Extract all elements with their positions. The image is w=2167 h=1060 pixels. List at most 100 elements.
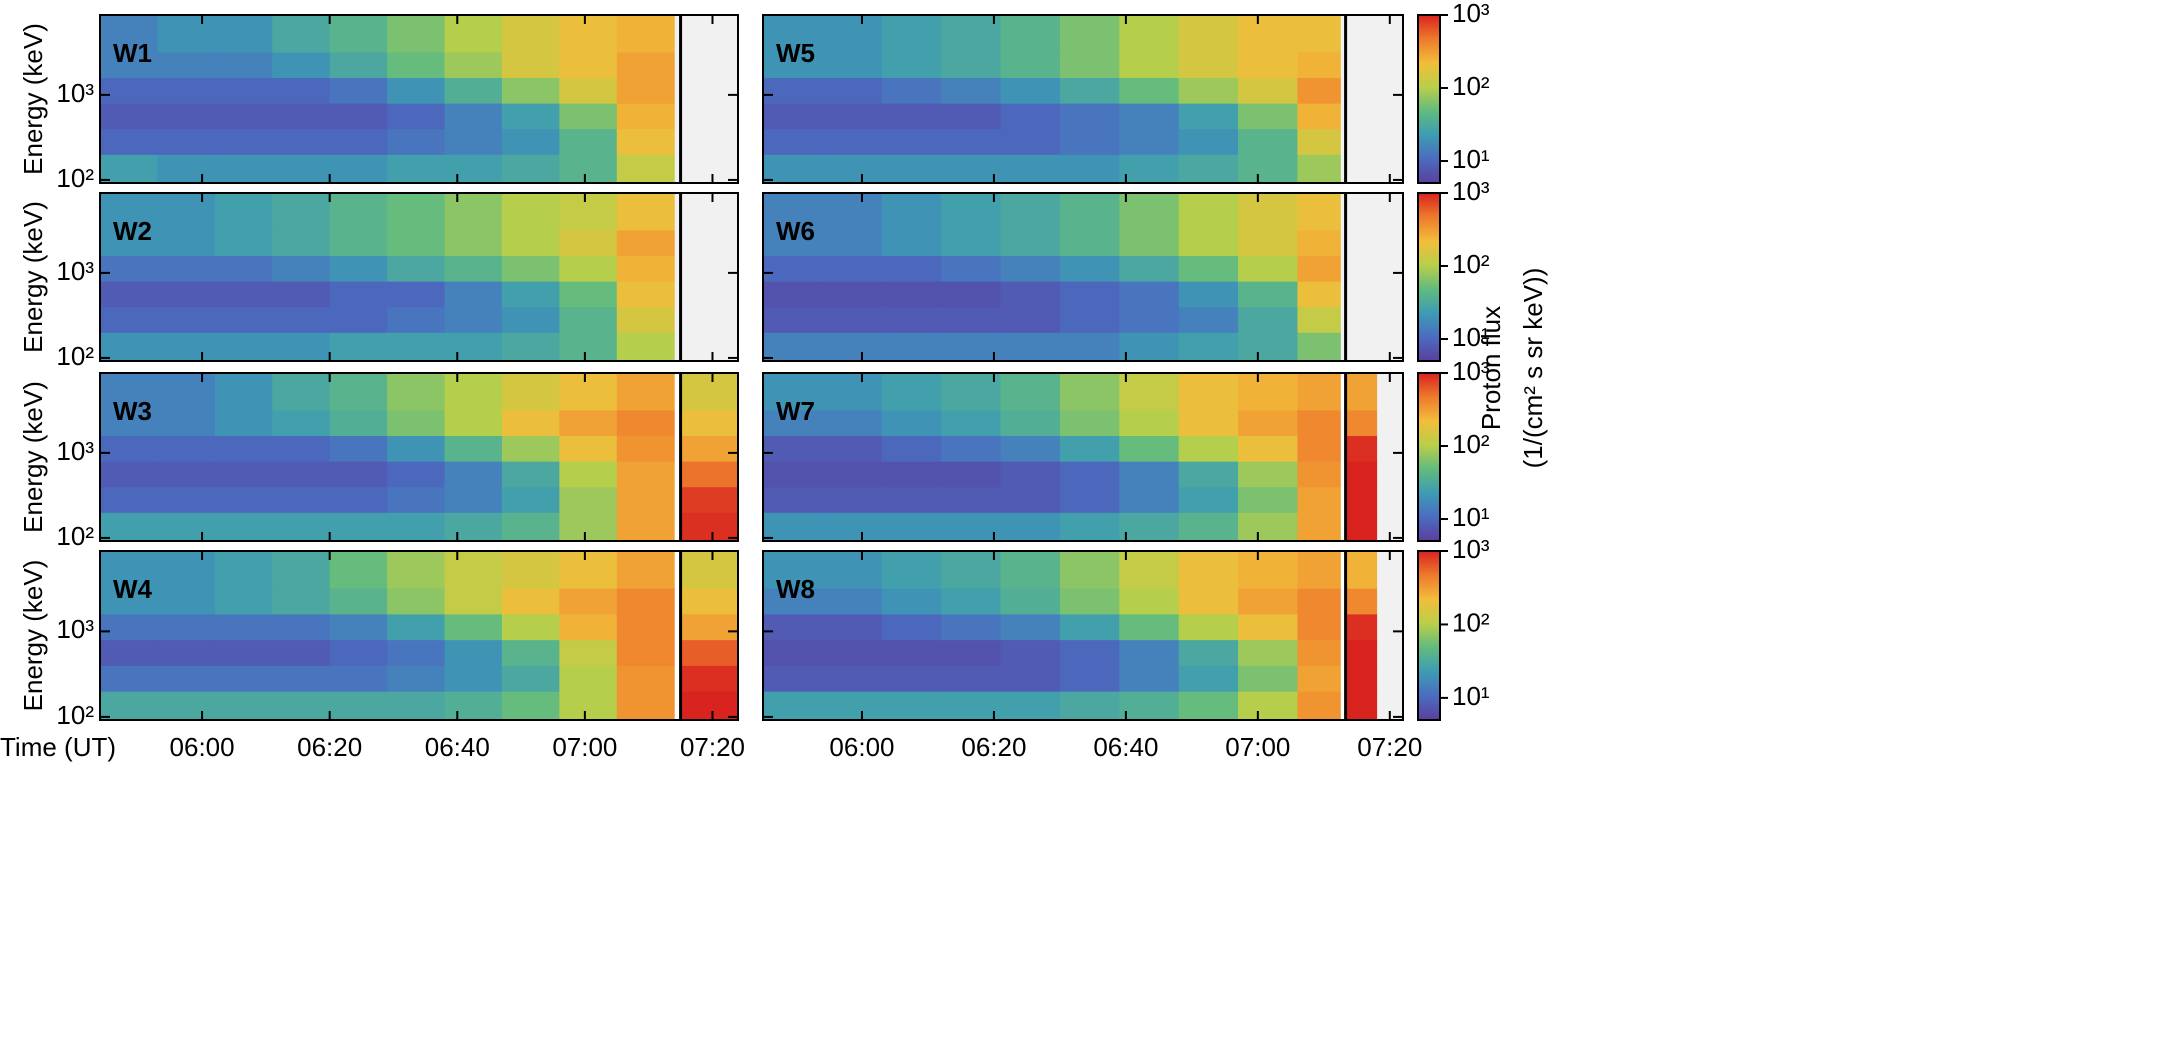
heatmap-cell [444, 306, 503, 333]
colorbar [1417, 14, 1441, 184]
y-tick-label: 10² [56, 521, 94, 551]
heatmap-cell [1059, 373, 1120, 411]
heatmap-cell [329, 51, 388, 79]
heatmap-cell [822, 639, 883, 666]
heatmap-cell [1178, 15, 1239, 53]
heatmap-cell [1000, 409, 1061, 437]
heatmap-cell [1178, 409, 1239, 437]
heatmap-cell [1000, 193, 1061, 231]
heatmap-cell [881, 229, 942, 257]
heatmap-cell [1059, 435, 1120, 462]
heatmap-cell [100, 255, 158, 282]
heatmap-cell [214, 486, 273, 513]
heatmap-cell [559, 512, 618, 542]
heatmap-cell [1059, 461, 1120, 488]
heatmap-cell [272, 103, 331, 130]
heatmap-cell [100, 691, 158, 721]
heatmap-cell [272, 229, 331, 257]
heatmap-cell [822, 306, 883, 333]
no-data-region [674, 193, 738, 361]
heatmap-cell [680, 665, 739, 692]
heatmap-cell [1000, 461, 1061, 488]
heatmap-cell [616, 486, 675, 513]
heatmap-cell [559, 255, 618, 282]
heatmap-cell [559, 435, 618, 462]
heatmap-cell [822, 461, 883, 488]
heatmap-cell [100, 409, 158, 437]
heatmap-cell [881, 588, 942, 615]
heatmap-cell [559, 588, 618, 615]
heatmap-cell [100, 551, 158, 589]
heatmap-cell [1238, 154, 1298, 184]
heatmap-cell [1059, 281, 1120, 308]
heatmap-cell [763, 154, 823, 184]
heatmap-cell [1178, 613, 1239, 641]
heatmap-cell [329, 588, 388, 615]
heatmap-cell [822, 588, 883, 615]
heatmap-cell [1238, 255, 1298, 282]
heatmap-cell [1238, 461, 1298, 488]
heatmap-cell [444, 613, 503, 641]
heatmap-cell [1297, 665, 1341, 692]
heatmap-cell [559, 281, 618, 308]
heatmap-cell [1238, 639, 1298, 666]
heatmap-cell [272, 512, 331, 542]
heatmap-cell [214, 103, 273, 130]
heatmap-cell [763, 486, 823, 513]
heatmap-cell [616, 613, 675, 641]
heatmap-cell [1297, 77, 1341, 104]
heatmap-cell [881, 373, 942, 411]
heatmap-cell [100, 51, 158, 79]
heatmap-cell [444, 77, 503, 104]
heatmap-cell [444, 373, 503, 411]
heatmap-cell [272, 486, 331, 513]
y-axis-label: Energy (keV) [18, 381, 48, 533]
heatmap-cell [1059, 306, 1120, 333]
heatmap-cell [1238, 103, 1298, 130]
heatmap-cell [1119, 461, 1180, 488]
heatmap-cell [1000, 639, 1061, 666]
heatmap-cell [1178, 461, 1239, 488]
heatmap-cell [444, 51, 503, 79]
heatmap-cell [100, 639, 158, 666]
heatmap-cell [387, 373, 446, 411]
heatmap-cell [763, 281, 823, 308]
heatmap-cell [941, 512, 1002, 542]
heatmap-cell [1000, 613, 1061, 641]
heatmap-cell [616, 665, 675, 692]
colorbar [1417, 192, 1441, 362]
heatmap-cell [881, 255, 942, 282]
heatmap-cell [881, 665, 942, 692]
heatmap-cell [100, 613, 158, 641]
heatmap-cell [616, 373, 675, 411]
heatmap-cell [387, 409, 446, 437]
heatmap-cell [763, 103, 823, 130]
heatmap-cell [1238, 373, 1298, 411]
plot-frame [762, 550, 1404, 721]
heatmap-cell [1119, 193, 1180, 231]
heatmap-cell [941, 409, 1002, 437]
heatmap-cell [763, 373, 823, 411]
heatmap-cell [763, 51, 823, 79]
x-tick-label: 06:20 [297, 732, 362, 762]
heatmap-cell [1297, 306, 1341, 333]
heatmap-cell [100, 512, 158, 542]
heatmap-cell [1119, 486, 1180, 513]
colorbar-tick-label: 10³ [1452, 534, 1490, 564]
heatmap-cell [329, 551, 388, 589]
heatmap-cell [559, 373, 618, 411]
heatmap-cell [501, 588, 560, 615]
heatmap-cell [1000, 15, 1061, 53]
heatmap-cell [763, 229, 823, 257]
colorbar-tick-label: 10² [1452, 249, 1490, 279]
heatmap-cell [329, 435, 388, 462]
heatmap-cell [272, 281, 331, 308]
heatmap-cell [329, 665, 388, 692]
heatmap-cell [501, 486, 560, 513]
heatmap-cell [559, 15, 618, 53]
heatmap-cell [941, 639, 1002, 666]
heatmap-cell [559, 332, 618, 362]
heatmap-cell [941, 665, 1002, 692]
no-data-region [674, 15, 738, 183]
heatmap-cell [329, 512, 388, 542]
